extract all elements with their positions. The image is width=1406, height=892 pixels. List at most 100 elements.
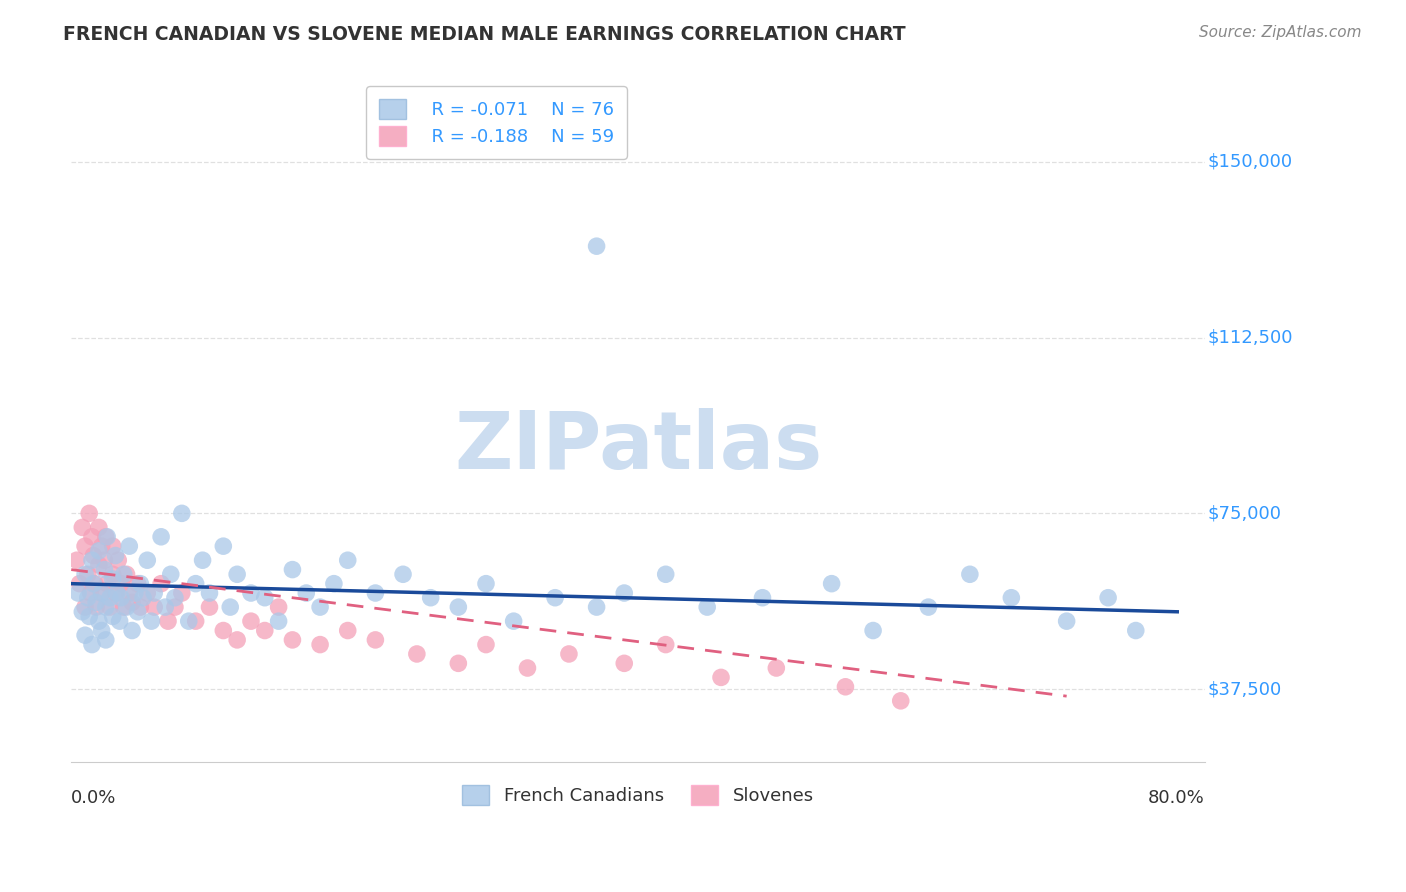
- Text: $150,000: $150,000: [1208, 153, 1292, 170]
- Point: [83, 576, 105, 591]
- Point: [239, 614, 262, 628]
- Point: [364, 632, 387, 647]
- Point: [87, 544, 110, 558]
- Point: [121, 624, 143, 638]
- Point: [67, 586, 90, 600]
- Point: [177, 614, 200, 628]
- Point: [336, 553, 359, 567]
- Point: [239, 586, 262, 600]
- Point: [90, 586, 112, 600]
- Point: [72, 605, 94, 619]
- Point: [96, 530, 118, 544]
- Point: [110, 576, 132, 591]
- Point: [76, 591, 98, 605]
- Point: [654, 567, 676, 582]
- Point: [132, 591, 155, 605]
- Point: [212, 624, 235, 638]
- Point: [104, 549, 127, 563]
- Point: [226, 567, 249, 582]
- Point: [253, 591, 276, 605]
- Point: [585, 239, 607, 253]
- Point: [124, 586, 146, 600]
- Point: [267, 600, 290, 615]
- Point: [309, 600, 332, 615]
- Point: [198, 600, 221, 615]
- Point: [226, 632, 249, 647]
- Point: [118, 586, 141, 600]
- Point: [143, 600, 166, 615]
- Point: [710, 670, 733, 684]
- Point: [105, 586, 128, 600]
- Point: [98, 600, 121, 615]
- Point: [141, 614, 163, 628]
- Point: [544, 591, 567, 605]
- Point: [94, 632, 117, 647]
- Point: [104, 586, 127, 600]
- Point: [84, 595, 107, 609]
- Point: [890, 694, 912, 708]
- Point: [127, 576, 149, 591]
- Point: [90, 586, 112, 600]
- Point: [107, 553, 129, 567]
- Point: [820, 576, 842, 591]
- Text: FRENCH CANADIAN VS SLOVENE MEDIAN MALE EARNINGS CORRELATION CHART: FRENCH CANADIAN VS SLOVENE MEDIAN MALE E…: [63, 25, 905, 44]
- Point: [1056, 614, 1078, 628]
- Point: [80, 638, 103, 652]
- Point: [959, 567, 981, 582]
- Point: [170, 586, 193, 600]
- Point: [1000, 591, 1022, 605]
- Point: [82, 576, 104, 591]
- Point: [79, 586, 101, 600]
- Point: [267, 614, 290, 628]
- Point: [118, 539, 141, 553]
- Point: [136, 586, 159, 600]
- Point: [94, 530, 117, 544]
- Point: [101, 567, 124, 582]
- Point: [96, 576, 118, 591]
- Point: [159, 567, 181, 582]
- Point: [80, 553, 103, 567]
- Point: [93, 563, 115, 577]
- Point: [101, 539, 124, 553]
- Point: [834, 680, 856, 694]
- Point: [862, 624, 884, 638]
- Point: [751, 591, 773, 605]
- Point: [80, 530, 103, 544]
- Point: [184, 576, 207, 591]
- Point: [87, 558, 110, 572]
- Point: [585, 600, 607, 615]
- Point: [336, 624, 359, 638]
- Point: [364, 586, 387, 600]
- Point: [281, 563, 304, 577]
- Point: [76, 567, 98, 582]
- Point: [155, 600, 177, 615]
- Point: [212, 539, 235, 553]
- Text: ZIPatlas: ZIPatlas: [454, 408, 823, 486]
- Point: [77, 507, 100, 521]
- Legend: French Canadians, Slovenes: French Canadians, Slovenes: [453, 776, 823, 814]
- Point: [75, 567, 97, 582]
- Point: [1097, 591, 1119, 605]
- Point: [69, 576, 91, 591]
- Point: [184, 614, 207, 628]
- Point: [112, 567, 135, 582]
- Point: [101, 572, 124, 586]
- Point: [82, 549, 104, 563]
- Point: [121, 595, 143, 609]
- Point: [150, 530, 173, 544]
- Point: [917, 600, 939, 615]
- Text: $112,500: $112,500: [1208, 328, 1292, 347]
- Point: [112, 600, 135, 615]
- Point: [405, 647, 427, 661]
- Point: [502, 614, 524, 628]
- Point: [77, 609, 100, 624]
- Point: [129, 600, 152, 615]
- Point: [115, 600, 138, 615]
- Text: Source: ZipAtlas.com: Source: ZipAtlas.com: [1198, 25, 1361, 40]
- Point: [163, 591, 186, 605]
- Point: [765, 661, 787, 675]
- Point: [90, 539, 112, 553]
- Point: [110, 591, 132, 605]
- Point: [101, 609, 124, 624]
- Point: [163, 600, 186, 615]
